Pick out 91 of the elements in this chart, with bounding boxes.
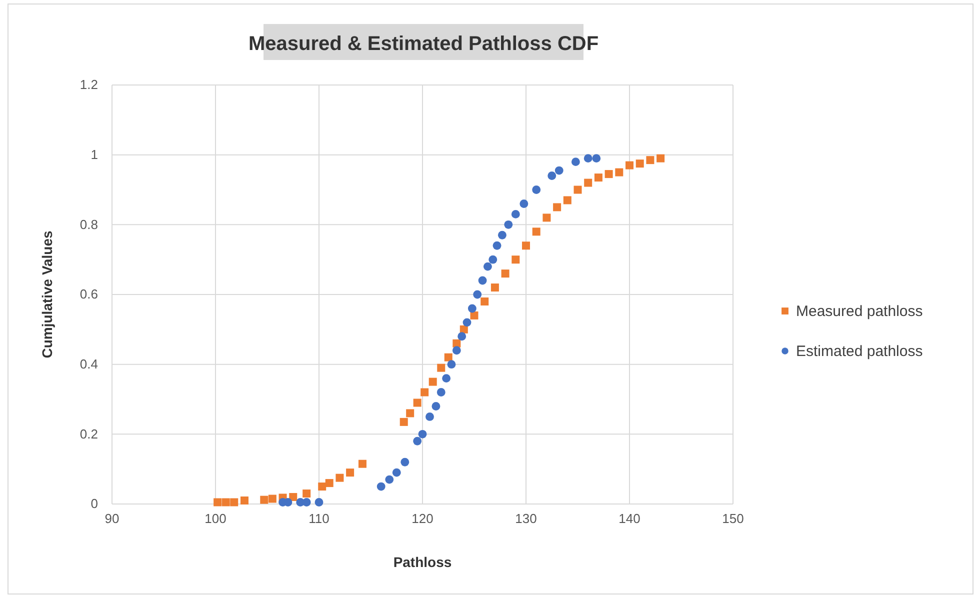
point [604, 170, 613, 178]
point [392, 468, 401, 477]
point [214, 498, 222, 506]
point [563, 196, 572, 204]
x-tick-label: 130 [515, 511, 537, 526]
point [442, 374, 451, 383]
point [548, 172, 556, 180]
point [358, 460, 366, 468]
point [314, 498, 324, 506]
point [268, 494, 276, 503]
point [584, 154, 592, 163]
y-tick-label: 0.8 [80, 216, 98, 232]
point [520, 200, 528, 208]
legend-label: Measured pathloss [796, 303, 923, 320]
point [458, 332, 466, 341]
x-tick-label: 90 [104, 511, 120, 526]
point [418, 430, 427, 438]
point [615, 168, 624, 176]
point [318, 482, 326, 491]
point [470, 311, 478, 320]
y-axis-title: Cumjulative Values [39, 230, 55, 358]
point [488, 255, 498, 264]
x-tick-label: 120 [412, 511, 434, 526]
point [385, 475, 394, 484]
y-tick-label: 0.2 [80, 426, 98, 442]
point [260, 496, 268, 504]
point [452, 346, 461, 355]
point [230, 498, 238, 506]
point [325, 479, 334, 488]
point [492, 241, 502, 250]
x-tick-label: 110 [308, 511, 330, 526]
point [473, 290, 482, 299]
point [584, 178, 592, 187]
y-tick-label: 1.2 [80, 77, 98, 92]
point [302, 490, 311, 498]
point [532, 228, 540, 236]
point [532, 186, 541, 194]
point [413, 398, 422, 407]
point [554, 166, 564, 175]
point [462, 318, 472, 327]
point [222, 498, 230, 506]
point [289, 493, 298, 502]
point [478, 276, 487, 285]
x-tick-label: 140 [618, 511, 640, 526]
point [511, 210, 520, 218]
point [420, 388, 429, 396]
legend-label: Estimated pathloss [796, 343, 923, 360]
point [346, 468, 354, 477]
point [437, 364, 446, 372]
point [426, 412, 434, 421]
point [501, 270, 510, 278]
y-tick-label: 1 [90, 146, 98, 162]
point [468, 304, 476, 313]
point [594, 174, 602, 182]
point [444, 353, 452, 362]
point [553, 203, 562, 212]
x-tick-label: 100 [204, 511, 226, 526]
point [656, 154, 665, 162]
point [400, 458, 410, 466]
point [522, 242, 530, 250]
point [571, 158, 580, 166]
point [574, 186, 582, 194]
point [498, 230, 506, 240]
point [413, 436, 422, 446]
point [626, 161, 634, 170]
point [400, 418, 408, 426]
point [376, 482, 386, 491]
point [636, 160, 644, 168]
point [490, 284, 499, 292]
point [436, 388, 446, 396]
point [240, 496, 248, 505]
point [512, 256, 520, 264]
point [447, 360, 456, 369]
chart-title: Measured & Estimated Pathloss CDF [248, 33, 599, 55]
point [336, 474, 344, 482]
point [542, 214, 551, 222]
point [432, 402, 440, 410]
x-tick-label: 150 [722, 511, 744, 526]
y-tick-label: 0.4 [80, 356, 98, 372]
point [592, 154, 601, 163]
point [646, 156, 654, 164]
y-tick-label: 0 [90, 496, 98, 512]
point [452, 339, 461, 348]
point [428, 378, 437, 386]
point [504, 220, 513, 229]
point [483, 262, 492, 271]
point [302, 498, 311, 506]
point [480, 297, 489, 306]
y-tick-label: 0.6 [80, 286, 98, 302]
x-axis-title: Pathloss [393, 554, 452, 570]
point [406, 409, 414, 418]
